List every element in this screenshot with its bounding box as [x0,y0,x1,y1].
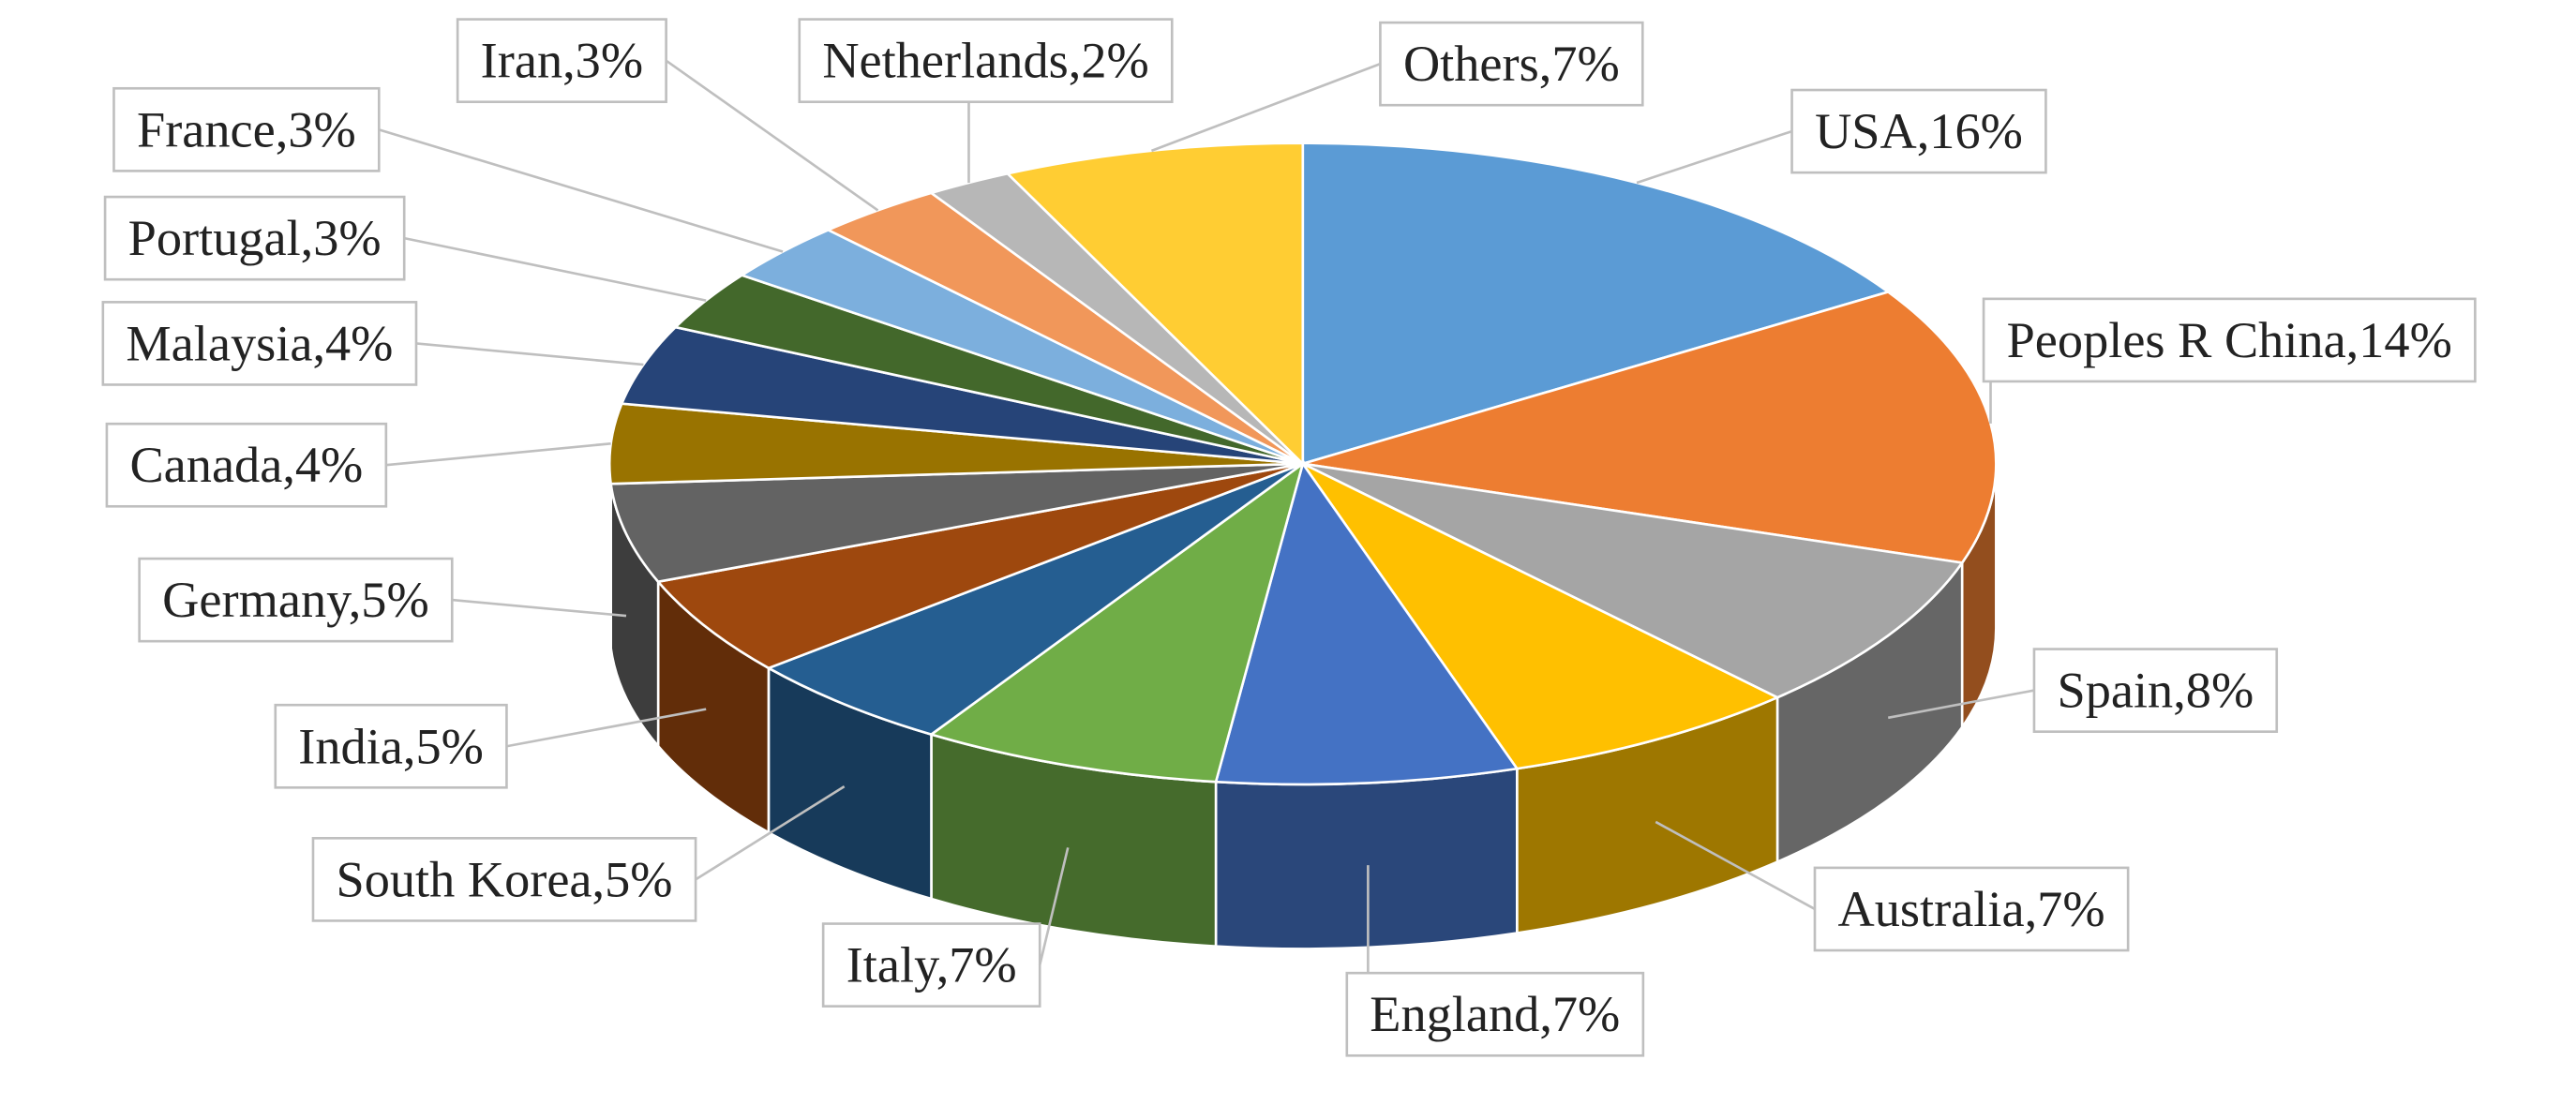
label-text: Peoples R China,14% [2007,312,2452,368]
data-label: Netherlands,2% [798,18,1174,104]
pie-tops [607,142,1998,786]
slice [655,462,1304,670]
slice [607,402,1303,485]
data-labels: USA,16% Peoples R China,14% Spain,8% Austra… [101,18,2477,1057]
label-box [101,301,418,386]
label-text: Portugal,3% [128,210,382,266]
label-text: South Korea,5% [337,851,673,907]
slice [1301,142,1892,466]
label-box [1345,971,1645,1057]
label-box [1379,21,1644,107]
leader-line [1636,129,1792,185]
leader-line [1655,820,1816,911]
leader-line [452,598,627,618]
label-text: USA,16% [1815,103,2023,159]
data-label: Spain,8% [2032,648,2279,733]
data-label: England,7% [1345,971,1645,1057]
data-label: Germany,5% [138,557,454,643]
label-text: Spain,8% [2057,663,2254,719]
label-text: Netherlands,2% [822,33,1148,89]
label-box [103,195,406,281]
label-box [112,86,381,172]
slice [928,460,1306,784]
leader-line [415,342,644,366]
data-label: India,5% [274,703,508,789]
leader-line [506,708,707,748]
leader-line [695,784,846,881]
slice [609,462,1304,584]
leader-line [385,441,611,467]
slice [1302,290,1998,564]
data-label: France,3% [112,86,381,172]
leader-line [403,236,707,302]
data-label: Iran,3% [456,18,667,104]
data-label: Malaysia,4% [101,301,418,386]
label-box [798,18,1174,104]
label-text: Others,7% [1403,36,1620,92]
slice [1301,462,1781,770]
label-box [274,703,508,789]
slice-side [1214,767,1519,950]
slice [765,462,1304,737]
slice [1214,460,1520,786]
data-label: Australia,7% [1813,866,2130,952]
label-box [105,422,388,508]
data-label: Peoples R China,14% [1982,297,2477,383]
label-text: Germany,5% [162,572,429,628]
label-text: Malaysia,4% [126,315,393,371]
label-box [821,922,1041,1008]
slice [1302,462,1965,699]
leader-line [1887,689,2035,720]
label-box [2032,648,2279,733]
label-box [1982,297,2477,383]
leader-line [378,128,784,253]
leader-line [1038,847,1070,965]
leader-line [1150,62,1381,153]
label-text: England,7% [1370,986,1620,1042]
label-box [138,557,454,643]
label-text: France,3% [137,101,356,157]
label-box [456,18,667,104]
slice [620,325,1304,466]
pie-sides [607,463,1998,950]
data-label: Canada,4% [105,422,388,508]
data-label: Others,7% [1379,21,1644,107]
data-label: USA,16% [1790,88,2047,174]
leader-line [665,59,879,212]
label-text: Australia,7% [1838,881,2105,937]
label-text: India,5% [298,718,484,774]
label-box [1790,88,2047,174]
data-label: South Korea,5% [311,836,697,922]
data-label: Italy,7% [821,922,1041,1008]
label-text: Italy,7% [846,937,1017,993]
label-text: Canada,4% [129,437,363,493]
slice-side [607,463,612,649]
data-label: Portugal,3% [103,195,406,281]
label-text: Iran,3% [481,33,643,89]
